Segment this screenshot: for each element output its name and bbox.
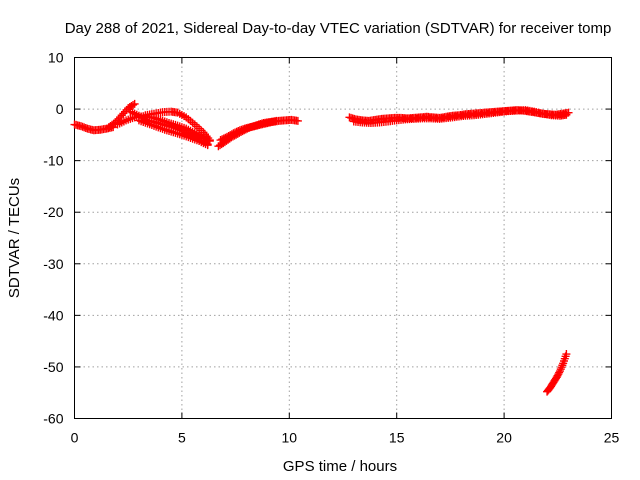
data-point [562, 350, 571, 359]
y-tick-label: 10 [48, 50, 64, 66]
x-tick-label: 25 [604, 430, 620, 446]
y-tick-label: -30 [43, 256, 63, 272]
y-tick-label: 0 [56, 101, 64, 117]
plot-frame [74, 57, 612, 419]
data-point [130, 99, 139, 108]
chart-title: Day 288 of 2021, Sidereal Day-to-day VTE… [65, 20, 612, 37]
y-tick-label: -40 [43, 307, 63, 323]
data-point [562, 110, 571, 119]
data-point [556, 365, 565, 374]
data-point [203, 141, 212, 150]
y-tick-labels: 10 0 -10 -20 -30 -40 -50 -60 [43, 50, 63, 427]
x-tick-labels: 0 5 10 15 20 25 [71, 430, 620, 446]
series-arc-8 [216, 115, 302, 145]
data-point [204, 134, 213, 143]
series-arc-10 [349, 106, 571, 127]
y-tick-label: -50 [43, 359, 63, 375]
axis-ticks [74, 57, 612, 419]
series-arc-5 [141, 107, 214, 145]
y-tick-label: -10 [43, 153, 63, 169]
series-arc-6 [134, 116, 212, 150]
y-axis-label: SDTVAR / TECUs [6, 178, 23, 298]
y-tick-label: -20 [43, 204, 63, 220]
series-arc-11 [543, 350, 571, 396]
data-point [558, 361, 567, 370]
data-points [70, 99, 573, 396]
data-point [555, 367, 564, 376]
x-tick-label: 20 [496, 430, 512, 446]
data-point [293, 116, 302, 125]
x-tick-label: 10 [282, 430, 298, 446]
x-tick-label: 5 [178, 430, 186, 446]
y-tick-label: -60 [43, 411, 63, 427]
x-tick-label: 15 [389, 430, 405, 446]
data-point [555, 368, 564, 377]
data-point [557, 363, 566, 372]
grid-lines [74, 57, 612, 419]
x-tick-label: 0 [71, 430, 79, 446]
x-axis-label: GPS time / hours [283, 458, 397, 475]
data-point [205, 136, 214, 145]
data-point [129, 100, 138, 109]
